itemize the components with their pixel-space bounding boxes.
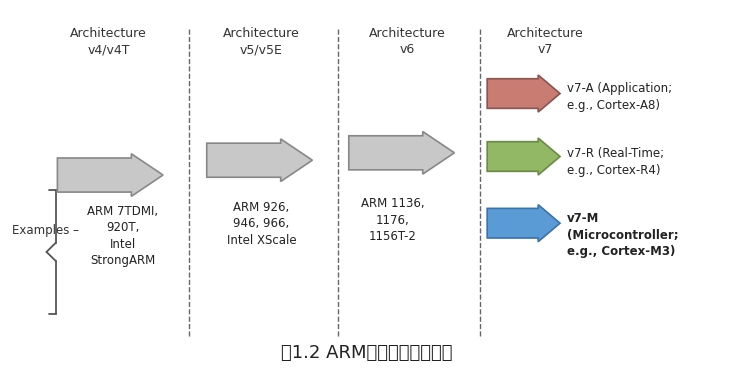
Text: Examples –: Examples – [12, 224, 79, 237]
Text: v7-R (Real-Time;
e.g., Cortex-R4): v7-R (Real-Time; e.g., Cortex-R4) [567, 147, 664, 177]
Text: ARM 7TDMI,
920T,
Intel
StrongARM: ARM 7TDMI, 920T, Intel StrongARM [87, 205, 159, 267]
Polygon shape [487, 138, 560, 175]
Text: Architecture
v5/v5E: Architecture v5/v5E [223, 27, 299, 56]
Text: v7-M
(Microcontroller;
e.g., Cortex-M3): v7-M (Microcontroller; e.g., Cortex-M3) [567, 212, 679, 258]
Text: 图1.2 ARM处理器架构进化史: 图1.2 ARM处理器架构进化史 [281, 344, 453, 362]
Polygon shape [487, 75, 560, 112]
Text: Architecture
v7: Architecture v7 [507, 27, 584, 56]
Polygon shape [349, 132, 454, 174]
Text: v7-A (Application;
e.g., Cortex-A8): v7-A (Application; e.g., Cortex-A8) [567, 82, 672, 112]
Text: ARM 926,
946, 966,
Intel XScale: ARM 926, 946, 966, Intel XScale [227, 201, 297, 247]
Text: ARM 1136,
1176,
1156T-2: ARM 1136, 1176, 1156T-2 [360, 197, 424, 243]
Text: Architecture
v6: Architecture v6 [368, 27, 446, 56]
Polygon shape [207, 139, 313, 182]
Polygon shape [57, 154, 163, 196]
Polygon shape [487, 205, 560, 242]
Text: Architecture
v4/v4T: Architecture v4/v4T [70, 27, 147, 56]
